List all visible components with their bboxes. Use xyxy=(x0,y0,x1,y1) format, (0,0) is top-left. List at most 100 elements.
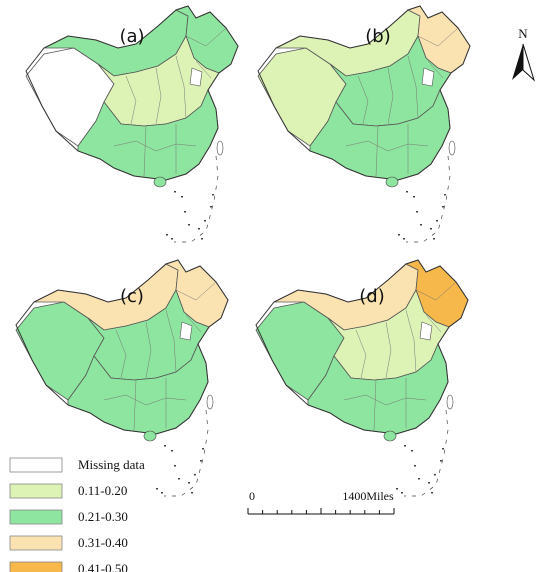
province-border xyxy=(115,329,127,379)
legend-label-4: 0.41-0.50 xyxy=(78,561,128,572)
island-hainan xyxy=(383,430,397,442)
island-taiwan xyxy=(216,140,224,156)
sea-island xyxy=(444,194,446,196)
province-border xyxy=(405,309,417,373)
legend-swatch-0 xyxy=(9,457,63,473)
island-taiwan xyxy=(446,394,454,410)
sea-island xyxy=(212,194,214,196)
legend-label-3: 0.31-0.40 xyxy=(78,535,128,550)
sea-island xyxy=(404,445,406,447)
province-border xyxy=(195,60,212,79)
sea-island xyxy=(184,211,186,213)
province-border xyxy=(125,75,137,125)
island-taiwan xyxy=(448,140,456,156)
nine-dash-line xyxy=(164,409,209,497)
sea-island xyxy=(171,450,173,452)
sea-island xyxy=(396,488,398,490)
province-border xyxy=(385,321,392,379)
bohai-sea xyxy=(189,67,203,87)
island-hainan xyxy=(143,430,157,442)
sea-island xyxy=(174,191,176,193)
island-taiwan xyxy=(206,394,214,410)
sea-island xyxy=(428,482,430,484)
province-border xyxy=(165,309,177,373)
sea-island xyxy=(414,465,416,467)
sea-island xyxy=(191,492,193,494)
map-panel-b xyxy=(257,5,471,243)
bohai-sea xyxy=(179,321,193,341)
sea-island xyxy=(200,460,202,462)
sea-island xyxy=(413,196,415,198)
sea-island xyxy=(434,474,436,476)
sea-island xyxy=(418,478,420,480)
sea-island xyxy=(178,478,180,480)
panel-label-d: (d) xyxy=(359,286,384,307)
sea-island xyxy=(198,228,200,230)
province-border xyxy=(415,281,457,301)
province-border xyxy=(155,67,162,125)
legend-swatch-4 xyxy=(9,561,63,572)
sea-island xyxy=(436,220,438,222)
province-border xyxy=(185,314,202,333)
sea-island xyxy=(430,228,432,230)
bohai-sea xyxy=(419,321,433,341)
scale-start-label: 0 xyxy=(249,489,255,503)
legend-label-1: 0.11-0.20 xyxy=(78,483,127,498)
sea-island xyxy=(403,238,405,240)
province-border xyxy=(407,55,419,119)
legend-swatch-3 xyxy=(9,535,63,551)
north-label: N xyxy=(518,26,528,41)
panel-label-b: (b) xyxy=(365,26,390,47)
sea-island xyxy=(161,492,163,494)
panel-label-c: (c) xyxy=(120,286,144,307)
sea-island xyxy=(442,206,444,208)
sea-island xyxy=(174,465,176,467)
legend: Missing data 0.11-0.20 0.21-0.30 0.31-0.40 0… xyxy=(9,457,145,572)
sea-island xyxy=(406,191,408,193)
north-arrow: N xyxy=(512,26,536,82)
province-border xyxy=(145,321,152,379)
province-border xyxy=(143,125,147,177)
sea-island xyxy=(398,234,400,236)
province-border xyxy=(345,140,429,152)
sea-island xyxy=(201,238,203,240)
province-border xyxy=(355,329,367,379)
legend-swatch-2 xyxy=(9,509,63,525)
province-border xyxy=(103,394,187,406)
sea-island xyxy=(416,211,418,213)
sea-island xyxy=(440,460,442,462)
sea-island xyxy=(431,492,433,494)
sea-island xyxy=(181,196,183,198)
province-border xyxy=(387,67,394,125)
province-border xyxy=(425,314,442,333)
sea-island xyxy=(433,238,435,240)
sea-island xyxy=(202,448,204,450)
map-panel-d xyxy=(255,259,469,497)
map-panel-a xyxy=(25,5,239,243)
province-border xyxy=(343,394,427,406)
province-border xyxy=(417,27,459,47)
sea-island xyxy=(420,224,422,226)
sea-island xyxy=(411,450,413,452)
legend-swatch-1 xyxy=(9,483,63,499)
nine-dash-line xyxy=(406,155,451,243)
legend-label-0: Missing data xyxy=(78,457,145,472)
nine-dash-line xyxy=(404,409,449,497)
province-border xyxy=(357,75,369,125)
island-hainan xyxy=(153,176,167,188)
legend-label-2: 0.21-0.30 xyxy=(78,509,128,524)
sea-island xyxy=(188,224,190,226)
sea-island xyxy=(210,206,212,208)
province-border xyxy=(185,27,227,47)
sea-island xyxy=(194,474,196,476)
province-border xyxy=(427,60,444,79)
province-border xyxy=(375,125,379,177)
island-hainan xyxy=(385,176,399,188)
sea-island xyxy=(401,492,403,494)
province-border xyxy=(175,281,217,301)
sea-island xyxy=(442,448,444,450)
sea-island xyxy=(171,238,173,240)
sea-island xyxy=(166,234,168,236)
province-border xyxy=(175,55,187,119)
